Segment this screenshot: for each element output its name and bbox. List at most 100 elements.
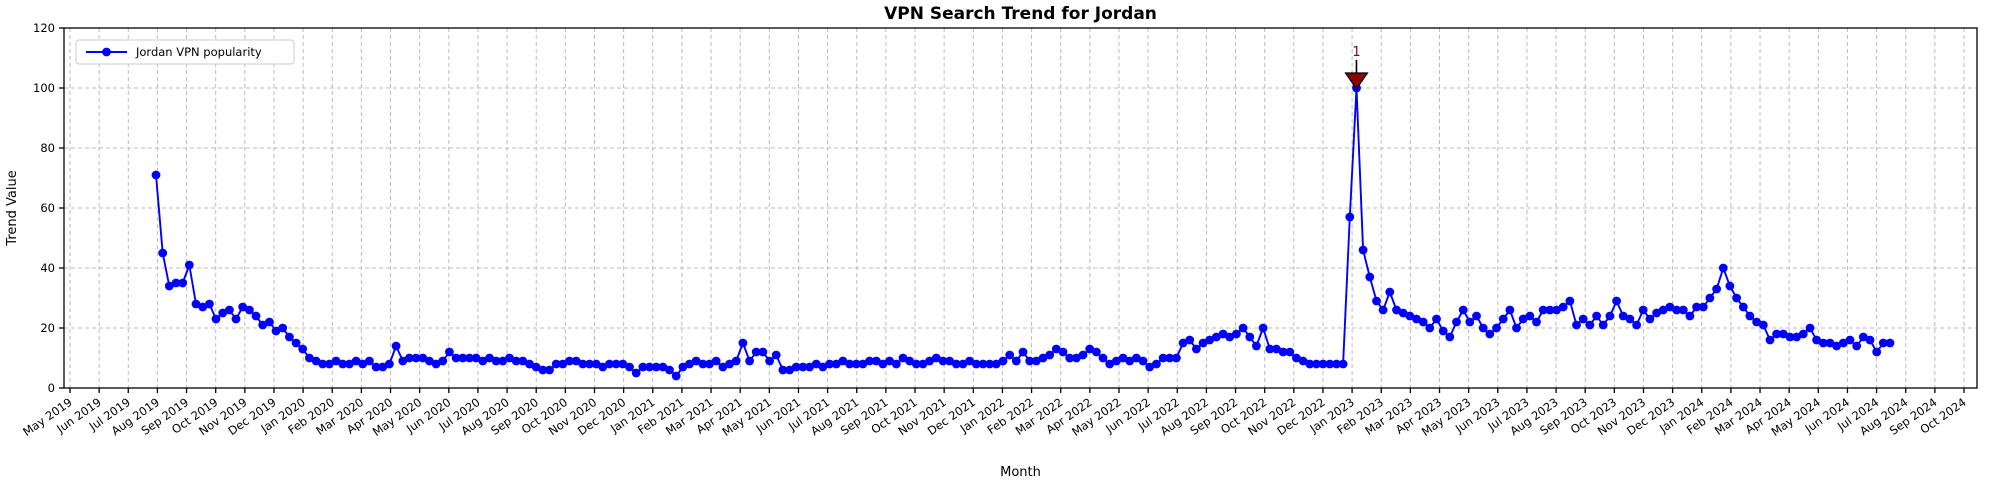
data-point xyxy=(845,359,854,369)
data-point xyxy=(785,365,794,375)
series-line xyxy=(155,87,1890,377)
data-point xyxy=(1405,311,1415,321)
data-point xyxy=(231,314,241,324)
y-tick-label: 40 xyxy=(40,261,55,275)
data-point xyxy=(671,371,681,381)
data-point xyxy=(571,356,581,366)
data-point xyxy=(184,260,194,270)
data-point xyxy=(1832,341,1841,351)
data-point xyxy=(765,356,774,366)
data-point xyxy=(1558,302,1568,312)
data-point xyxy=(1605,311,1615,321)
data-point xyxy=(1285,347,1295,357)
data-point xyxy=(1392,305,1401,315)
data-point xyxy=(891,359,901,369)
data-point xyxy=(1498,314,1508,324)
data-point xyxy=(1098,353,1108,363)
data-point xyxy=(685,359,694,369)
y-tick-label: 20 xyxy=(40,321,55,335)
data-point xyxy=(1845,335,1855,345)
data-point xyxy=(1412,314,1421,324)
data-point xyxy=(1138,356,1148,366)
data-point xyxy=(458,353,468,363)
data-point xyxy=(1005,350,1015,360)
data-point xyxy=(1705,293,1715,303)
data-point xyxy=(991,359,1001,369)
data-point xyxy=(1752,317,1761,327)
data-point xyxy=(425,356,434,366)
data-point xyxy=(1532,317,1541,327)
data-point xyxy=(978,359,988,369)
data-point xyxy=(431,359,441,369)
data-point xyxy=(1238,323,1248,333)
data-point xyxy=(498,356,508,366)
peak-annotation: 1 xyxy=(1344,45,1369,91)
data-point xyxy=(291,338,301,348)
data-point xyxy=(865,356,874,366)
data-point xyxy=(1625,314,1635,324)
data-point xyxy=(1198,338,1208,348)
data-point xyxy=(398,356,408,366)
data-point xyxy=(1045,350,1055,360)
data-point xyxy=(1518,314,1528,324)
data-point xyxy=(691,356,701,366)
data-point xyxy=(751,347,761,357)
data-point xyxy=(205,299,214,309)
gridlines xyxy=(64,28,1977,388)
data-point xyxy=(1545,305,1555,315)
data-point xyxy=(318,359,328,369)
y-tick-label: 100 xyxy=(33,81,55,95)
data-point xyxy=(1645,314,1655,324)
data-point xyxy=(611,359,621,369)
data-point xyxy=(1292,353,1301,363)
data-point xyxy=(305,353,314,363)
data-point xyxy=(731,356,741,366)
data-point xyxy=(1072,353,1081,363)
data-point xyxy=(811,359,821,369)
legend: Jordan VPN popularity xyxy=(75,39,295,65)
data-point xyxy=(825,359,834,369)
data-point xyxy=(251,311,261,321)
data-point xyxy=(585,359,594,369)
data-point xyxy=(1792,332,1801,342)
data-point xyxy=(158,248,168,258)
data-point xyxy=(705,359,714,369)
data-point xyxy=(1425,323,1435,333)
data-point xyxy=(538,365,548,375)
data-point xyxy=(725,359,734,369)
data-point xyxy=(951,359,961,369)
data-point xyxy=(1105,359,1115,369)
data-point xyxy=(245,305,254,315)
data-point xyxy=(1772,329,1781,339)
data-point xyxy=(1778,329,1788,339)
data-point xyxy=(1678,305,1688,315)
data-point xyxy=(591,359,601,369)
data-point xyxy=(1245,332,1255,342)
data-point xyxy=(491,356,501,366)
legend-label: Jordan VPN popularity xyxy=(135,45,262,59)
data-point xyxy=(531,362,541,372)
data-point xyxy=(1265,344,1275,354)
data-point xyxy=(1665,302,1675,312)
data-point xyxy=(1598,320,1608,330)
data-point xyxy=(1698,302,1708,312)
data-point xyxy=(745,356,754,366)
data-point xyxy=(605,359,614,369)
data-point xyxy=(1885,338,1895,348)
data-point xyxy=(638,362,648,372)
data-point xyxy=(1338,359,1348,369)
data-point xyxy=(278,323,288,333)
data-point xyxy=(418,353,428,363)
data-point xyxy=(465,353,474,363)
data-point xyxy=(265,317,274,327)
data-point xyxy=(565,356,574,366)
data-point xyxy=(651,362,661,372)
chart-title: VPN Search Trend for Jordan xyxy=(884,4,1157,24)
data-point xyxy=(1805,323,1815,333)
data-point xyxy=(1878,338,1888,348)
data-point xyxy=(298,344,308,354)
data-point xyxy=(1298,356,1308,366)
data-point xyxy=(1458,305,1468,315)
